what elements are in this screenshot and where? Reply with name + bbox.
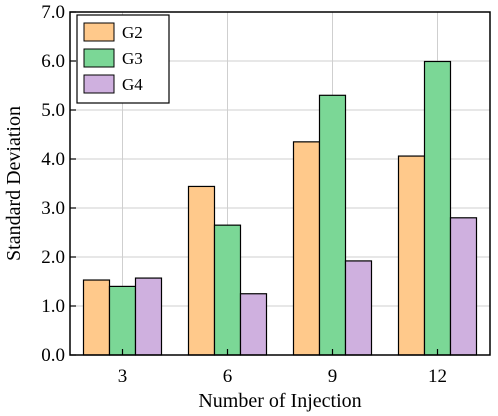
- y-tick-label: 0.0: [41, 345, 65, 366]
- bar-g3-12: [423, 60, 452, 356]
- legend-swatch-g4: [83, 74, 115, 94]
- legend-label-g2: G2: [122, 23, 143, 42]
- plot-frame: [69, 11, 491, 356]
- y-tick-label: 5.0: [41, 100, 65, 121]
- x-tick-label: 6: [223, 366, 233, 387]
- x-tick-label: 12: [428, 366, 447, 387]
- bar-g4-6: [239, 293, 268, 356]
- x-tick-label: 3: [118, 366, 128, 387]
- legend-label-g4: G4: [122, 75, 143, 94]
- bar-g4-3: [134, 277, 163, 356]
- y-tick-label: 1.0: [41, 296, 65, 317]
- legend: G2 G3 G4: [76, 14, 170, 104]
- x-axis-title: Number of Injection: [198, 390, 361, 412]
- bar-g3-9: [318, 94, 347, 356]
- y-axis-title: Standard Deviation: [3, 106, 25, 261]
- legend-label-g3: G3: [122, 49, 143, 68]
- bar-g2-6: [187, 185, 216, 356]
- legend-swatch-g2: [83, 22, 115, 42]
- bar-g4-12: [449, 217, 478, 356]
- x-tick-label: 9: [328, 366, 338, 387]
- y-tick-label: 3.0: [41, 198, 65, 219]
- bar-g2-3: [82, 279, 111, 356]
- y-tick-label: 7.0: [41, 2, 65, 23]
- legend-swatch-g3: [83, 48, 115, 68]
- y-tick-label: 4.0: [41, 149, 65, 170]
- y-tick-label: 6.0: [41, 51, 65, 72]
- bar-g2-12: [397, 155, 426, 356]
- axis-ticks: 0.0 1.0 2.0 3.0 4.0 5.0 6.0 7.0 3 6 9 12: [41, 2, 447, 387]
- bar-g2-9: [292, 141, 321, 356]
- y-tick-label: 2.0: [41, 247, 65, 268]
- bar-g4-9: [344, 260, 373, 356]
- bar-g3-6: [213, 224, 242, 356]
- bar-g3-3: [108, 285, 137, 356]
